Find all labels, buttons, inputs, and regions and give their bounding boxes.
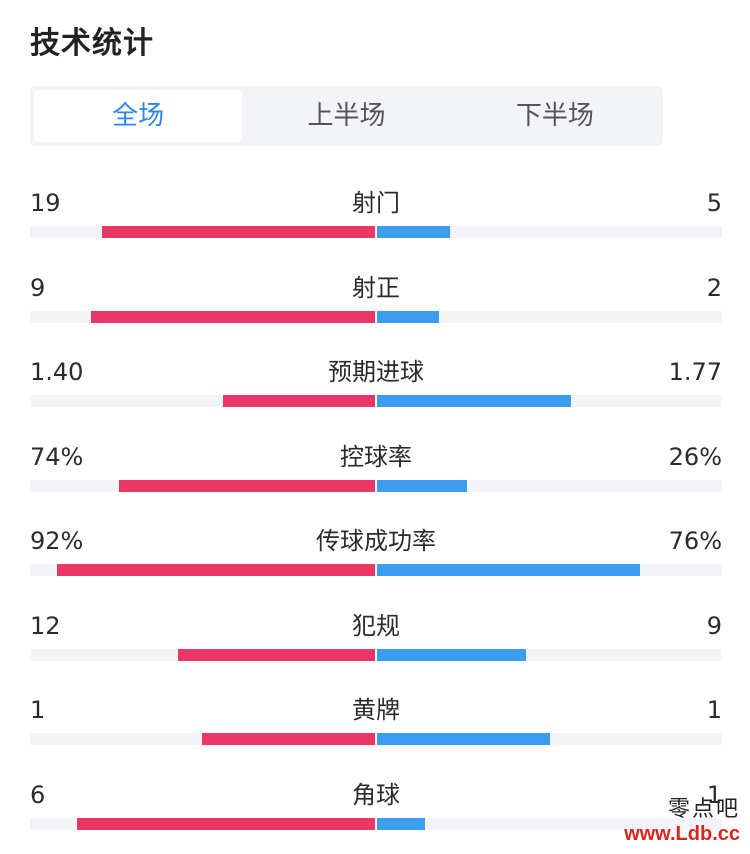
stat-row: 6 角球 1 [30,778,722,838]
stat-row: 1.40 预期进球 1.77 [30,355,722,415]
home-bar [223,395,375,407]
away-bar [377,395,571,407]
away-bar [377,311,439,323]
home-value: 19 [30,189,61,217]
away-value: 5 [706,189,722,217]
stat-row: 12 犯规 9 [30,609,722,669]
tab-second-half[interactable]: 下半场 [515,101,594,131]
home-bar [178,649,375,661]
home-value: 6 [30,781,46,809]
tab-full-match[interactable]: 全场 [34,90,243,142]
home-value: 74% [30,443,84,471]
stat-track [30,818,722,830]
stat-track [30,564,722,576]
stat-track [30,311,722,323]
page-title: 技术统计 [30,26,154,61]
stat-label: 角球 [352,781,400,809]
stat-label: 预期进球 [328,358,424,386]
away-bar [377,564,640,576]
home-value: 12 [30,612,61,640]
stat-label: 控球率 [340,443,412,471]
away-value: 26% [668,443,722,471]
away-value: 2 [706,274,722,302]
away-value: 76% [668,527,722,555]
away-bar [377,818,425,830]
home-bar [102,226,375,238]
stat-row: 1 黄牌 1 [30,693,722,753]
home-value: 9 [30,274,46,302]
away-value: 1 [706,696,722,724]
away-bar [377,226,450,238]
away-bar [377,649,526,661]
period-tabs: 全场 上半场 下半场 [30,86,663,146]
away-value: 1 [706,781,722,809]
away-value: 9 [706,612,722,640]
watermark: 零点吧 www.Ldb.cc [624,791,740,846]
stat-row: 74% 控球率 26% [30,440,722,500]
home-value: 92% [30,527,84,555]
stat-label: 射正 [352,274,400,302]
home-bar [119,480,375,492]
stat-row: 19 射门 5 [30,186,722,246]
home-bar [77,818,375,830]
stat-track [30,226,722,238]
stat-label: 射门 [352,189,400,217]
stat-label: 传球成功率 [316,527,436,555]
tab-first-half[interactable]: 上半场 [307,101,386,131]
stat-label: 犯规 [352,612,400,640]
home-bar [57,564,375,576]
stat-label: 黄牌 [352,696,400,724]
home-bar [91,311,375,323]
watermark-url: www.Ldb.cc [624,823,740,845]
stat-row: 9 射正 2 [30,271,722,331]
stat-track [30,649,722,661]
home-value: 1.40 [30,358,84,386]
away-value: 1.77 [668,358,722,386]
away-bar [377,733,550,745]
away-bar [377,480,467,492]
watermark-name: 零点吧 [667,797,740,822]
home-value: 1 [30,696,46,724]
stat-track [30,733,722,745]
stat-track [30,395,722,407]
stat-track [30,480,722,492]
home-bar [202,733,375,745]
stat-row: 92% 传球成功率 76% [30,524,722,584]
